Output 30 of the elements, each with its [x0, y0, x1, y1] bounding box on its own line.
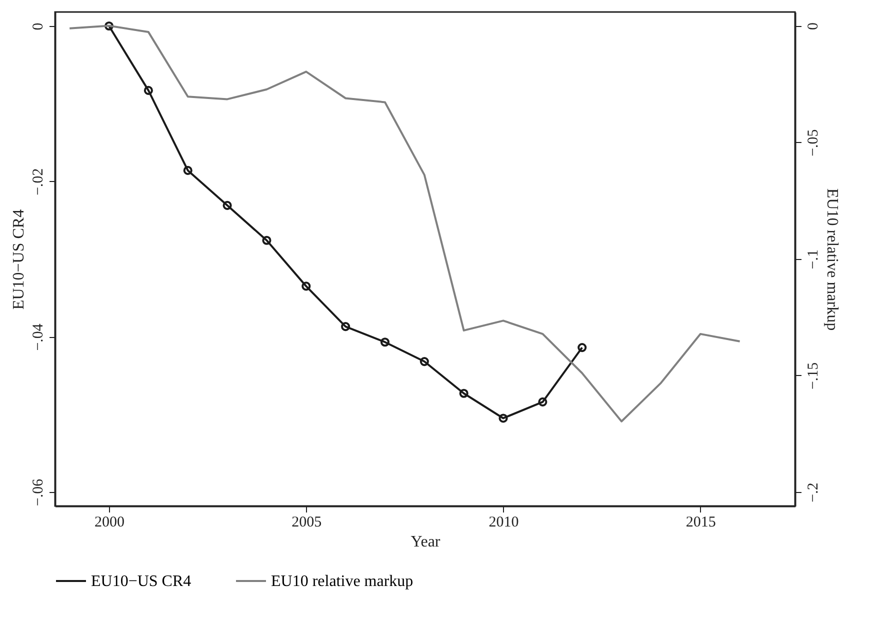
point [262, 236, 272, 245]
x-axis-title: Year [410, 534, 441, 550]
y2-tick-label: −.2 [806, 482, 822, 502]
y2-tick-label: −.15 [806, 362, 822, 390]
point [183, 166, 192, 175]
point [459, 388, 468, 398]
y2-tick-label: 0 [806, 22, 822, 30]
legend-label: EU10 relative markup [271, 573, 414, 590]
y-tick-label: −.02 [30, 168, 46, 196]
point [380, 338, 390, 347]
point [144, 86, 153, 95]
line-series [68, 24, 741, 422]
y2-tick-label: −.1 [806, 250, 822, 270]
y-tick-label: 0 [30, 22, 46, 30]
point [222, 200, 232, 210]
y2-axis-title: EU10 relative markup [824, 188, 840, 331]
point [302, 282, 311, 291]
point [538, 397, 548, 406]
y-axis-title: EU10−US CR4 [10, 209, 28, 310]
point [498, 414, 508, 423]
x-tick-label: 2000 [94, 514, 125, 530]
x-tick-label: 2015 [686, 514, 716, 530]
x-tick-label: 2005 [292, 514, 322, 530]
y-tick-label: −.06 [30, 478, 46, 506]
y-tick-label: −.04 [30, 323, 46, 351]
y2-tick-label: −.05 [806, 129, 822, 156]
point [341, 322, 350, 332]
legend-label: EU10−US CR4 [91, 573, 192, 590]
point [420, 357, 429, 366]
x-tick-label: 2010 [488, 514, 519, 530]
